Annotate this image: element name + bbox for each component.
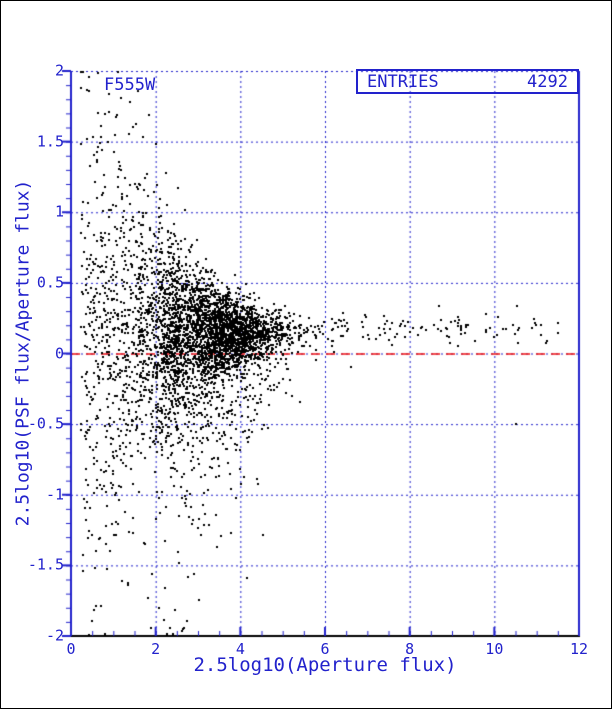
x-tick-label: 10 — [485, 640, 504, 658]
y-tick-label: 1.5 — [36, 132, 64, 151]
x-axis-title: 2.5log10(Aperture flux) — [193, 654, 457, 676]
y-tick-label: -0.5 — [27, 414, 64, 433]
x-tick-label: 12 — [569, 640, 589, 658]
x-tick-label: 0 — [66, 640, 76, 658]
x-tick-label: 8 — [405, 640, 415, 658]
y-tick-label: -2 — [45, 626, 64, 645]
y-tick-label: 1 — [54, 202, 64, 221]
y-axis-title: 2.5log10(PSF flux/Aperture flux) — [12, 179, 34, 527]
x-tick-label: 4 — [235, 640, 245, 658]
y-tick-label: 0.5 — [36, 273, 64, 292]
y-tick-label: -1.5 — [27, 555, 64, 574]
legend-entries-box: ENTRIES 4292 — [356, 69, 579, 94]
y-tick-label: -1 — [45, 485, 64, 504]
x-tick-label: 2 — [151, 640, 161, 658]
x-tick-label: 6 — [320, 640, 330, 658]
y-tick-label: 2 — [54, 61, 64, 80]
entries-label: ENTRIES — [367, 71, 439, 92]
y-tick-label: 0 — [54, 344, 64, 362]
entries-value: 4292 — [527, 71, 568, 92]
series-filter-label: F555W — [104, 75, 156, 95]
